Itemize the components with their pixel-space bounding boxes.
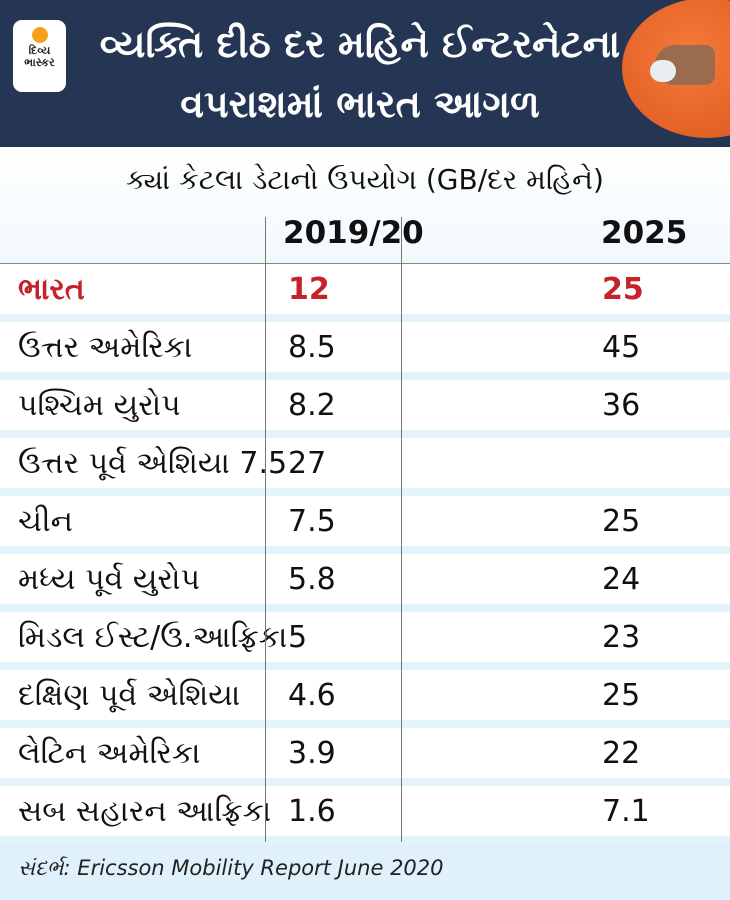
value-2025: 25 <box>602 678 641 713</box>
source-note: સંદર્ભ: Ericsson Mobility Report June 20… <box>18 856 444 880</box>
value-2025: 7.1 <box>602 794 650 829</box>
region-name: ભારત <box>18 272 85 307</box>
value-2019-20: 4.6 <box>288 678 336 713</box>
value-2019-20: 7.5 <box>288 504 336 539</box>
region-name: મિડલ ઈસ્ટ/ઉ.આફ્રિકા <box>18 620 288 655</box>
value-2019-20: 8.2 <box>288 388 336 423</box>
table-row: ઉત્તર અમેરિકા 8.5 45 <box>0 322 730 380</box>
region-name: પશ્ચિમ યુરોપ <box>18 388 181 423</box>
value-2025: 23 <box>602 620 641 655</box>
column-header-2019: 2019/20 <box>283 215 424 251</box>
value-2019-20: 12 <box>288 272 330 307</box>
region-name: ઉત્તર અમેરિકા <box>18 330 193 365</box>
region-name: સબ સહારન આફ્રિકા <box>18 794 272 829</box>
footer: સંદર્ભ: Ericsson Mobility Report June 20… <box>0 844 730 900</box>
logo-text: દિવ્ય <box>28 44 51 57</box>
value-2025: 22 <box>602 736 641 771</box>
value-2019-20: 3.9 <box>288 736 336 771</box>
value-2019-20: 8.5 <box>288 330 336 365</box>
region-name: લેટિન અમેરિકા <box>18 736 201 771</box>
header-banner: દિવ્ય ભાસ્કર વ્યક્તિ દીઠ દર મહિને ઈન્ટરન… <box>0 0 730 147</box>
title-line-1: વ્યક્તિ દીઠ દર મહિને ઈન્ટરનેટના <box>99 22 621 66</box>
value-2025: 36 <box>602 388 641 423</box>
table-header-area <box>0 147 730 265</box>
column-divider <box>401 217 402 842</box>
region-name: ચીન <box>18 504 73 539</box>
table-row: ચીન 7.5 25 <box>0 496 730 554</box>
header-divider <box>0 263 730 264</box>
value-2025: 45 <box>602 330 641 365</box>
title-line-2: વપરાશમાં ભારત આગળ <box>180 82 540 126</box>
value-2025: 25 <box>602 272 644 307</box>
value-2019-20: 1.6 <box>288 794 336 829</box>
value-2019-20: 27 <box>288 446 327 481</box>
table-row: દક્ષિણ પૂર્વ એશિયા 4.6 25 <box>0 670 730 728</box>
sun-icon <box>31 27 48 43</box>
column-header-2025: 2025 <box>601 215 688 251</box>
mouse-icon <box>650 60 676 82</box>
table-row: ઉત્તર પૂર્વ એશિયા 7.5 27 <box>0 438 730 496</box>
table-row: ભારત 12 25 <box>0 264 730 322</box>
region-name: મધ્ય પૂર્વ યુરોપ <box>18 562 200 597</box>
region-name: ઉત્તર પૂર્વ એશિયા 7.5 <box>18 446 288 481</box>
logo-text: ભાસ્કર <box>24 56 55 69</box>
value-2025: 25 <box>602 504 641 539</box>
page-title: વ્યક્તિ દીઠ દર મહિને ઈન્ટરનેટના વપરાશમાં… <box>80 14 640 134</box>
table-row: લેટિન અમેરિકા 3.9 22 <box>0 728 730 786</box>
value-2019-20: 5.8 <box>288 562 336 597</box>
table-row: સબ સહારન આફ્રિકા 1.6 7.1 <box>0 786 730 844</box>
data-table: ભારત 12 25 ઉત્તર અમેરિકા 8.5 45 પશ્ચિમ યુરોપ 8.… <box>0 264 730 844</box>
table-row: પશ્ચિમ યુરોપ 8.2 36 <box>0 380 730 438</box>
region-name: દક્ષિણ પૂર્વ એશિયા <box>18 678 241 713</box>
table-title: ક્યાં કેટલા ડેટાનો ઉપયોગ (GB/દર મહિને) <box>126 163 604 196</box>
table-row: મધ્ય પૂર્વ યુરોપ 5.8 24 <box>0 554 730 612</box>
value-2019-20: 5 <box>288 620 308 655</box>
column-divider <box>265 217 266 842</box>
divya-bhaskar-logo: દિવ્ય ભાસ્કર <box>13 20 66 92</box>
value-2025: 24 <box>602 562 641 597</box>
table-row: મિડલ ઈસ્ટ/ઉ.આફ્રિકા 5 23 <box>0 612 730 670</box>
